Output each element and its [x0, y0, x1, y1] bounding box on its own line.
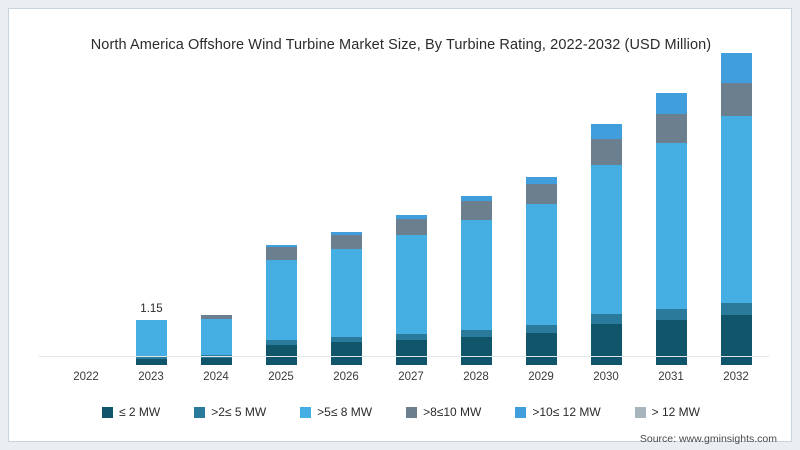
bar-segment[interactable]: [461, 330, 492, 337]
legend-label: >8≤10 MW: [423, 405, 482, 419]
bar-segment[interactable]: [331, 342, 362, 365]
legend-item[interactable]: >5≤ 8 MW: [300, 405, 372, 419]
bar-segment[interactable]: [721, 116, 752, 303]
bar-segment[interactable]: [396, 219, 427, 235]
bar-segment[interactable]: [461, 220, 492, 330]
bar-segment[interactable]: [526, 325, 557, 333]
legend-label: ≤ 2 MW: [118, 405, 161, 419]
legend-label: > 12 MW: [651, 405, 701, 419]
bar-segment[interactable]: [656, 93, 687, 114]
bar-segment[interactable]: [591, 124, 622, 139]
bar-segment[interactable]: [266, 340, 297, 345]
legend-item[interactable]: > 12 MW: [634, 405, 701, 419]
x-axis-tick-2024: 2024: [203, 371, 229, 383]
chart-card: North America Offshore Wind Turbine Mark…: [8, 8, 793, 445]
bar-segment[interactable]: [721, 83, 752, 116]
bar-segment[interactable]: [591, 314, 622, 324]
bar-segment[interactable]: [526, 177, 557, 184]
bar-segment[interactable]: [331, 337, 362, 342]
bar-segment[interactable]: [331, 232, 362, 235]
legend-swatch-icon: [101, 406, 113, 418]
bar-segment[interactable]: [396, 215, 427, 219]
bar-segment[interactable]: [266, 260, 297, 340]
x-axis-tick-2030: 2030: [593, 371, 619, 383]
bar-segment[interactable]: [656, 309, 687, 320]
bar-segment[interactable]: [591, 165, 622, 314]
bar-column[interactable]: 1.15: [136, 303, 167, 365]
legend-label: >5≤ 8 MW: [317, 405, 373, 419]
plot-area: 1.15: [47, 53, 761, 365]
x-axis-tick-2022: 2022: [73, 371, 99, 383]
bar-segment[interactable]: [136, 356, 167, 359]
bar-column[interactable]: [201, 315, 232, 365]
legend-swatch-icon: [194, 406, 206, 418]
bar-segment[interactable]: [461, 337, 492, 365]
legend-swatch-icon: [515, 406, 527, 418]
bar-segment[interactable]: [136, 359, 167, 365]
bar-segment[interactable]: [721, 303, 752, 315]
bar-segment[interactable]: [526, 184, 557, 204]
bar-segment[interactable]: [266, 247, 297, 260]
bar-segment[interactable]: [331, 235, 362, 249]
bar-segment[interactable]: [461, 201, 492, 220]
bar-segment[interactable]: [721, 53, 752, 83]
x-axis-tick-2029: 2029: [528, 371, 554, 383]
bar-segment[interactable]: [656, 320, 687, 365]
bar-segment[interactable]: [656, 114, 687, 143]
source-attribution: Source: www.gminsights.com: [639, 433, 777, 445]
x-axis-tick-2025: 2025: [268, 371, 294, 383]
bar-column[interactable]: [331, 232, 362, 365]
bar-segment[interactable]: [396, 334, 427, 340]
chart-title: North America Offshore Wind Turbine Mark…: [90, 37, 712, 53]
x-axis-tick-2032: 2032: [723, 371, 749, 383]
bar-segment[interactable]: [461, 196, 492, 201]
bar-column[interactable]: [721, 53, 752, 365]
legend-item[interactable]: >10≤ 12 MW: [515, 405, 601, 419]
bar-column[interactable]: [526, 177, 557, 365]
x-axis-tick-2027: 2027: [398, 371, 424, 383]
bar-column[interactable]: [396, 215, 427, 365]
bar-segment[interactable]: [396, 235, 427, 334]
bar-segment[interactable]: [591, 324, 622, 365]
bar-segment[interactable]: [331, 249, 362, 337]
x-axis-tick-2031: 2031: [658, 371, 684, 383]
legend-item[interactable]: >2≤ 5 MW: [194, 405, 266, 419]
bar-value-label: 1.15: [140, 303, 163, 315]
bar-segment[interactable]: [136, 320, 167, 356]
x-axis-tick-labels: 2022 2023 2024 2025 2026 2027 2028 2029 2030 2031…: [47, 371, 761, 389]
legend-item[interactable]: >8≤10 MW: [406, 405, 481, 419]
bar-segment[interactable]: [526, 333, 557, 365]
legend-swatch-icon: [406, 406, 418, 418]
x-axis-tick-2028: 2028: [463, 371, 489, 383]
legend-label: >2≤ 5 MW: [211, 405, 267, 419]
bar-segment[interactable]: [526, 204, 557, 325]
legend-label: >10≤ 12 MW: [532, 405, 601, 419]
bar-segment[interactable]: [721, 315, 752, 365]
legend-item[interactable]: ≤ 2 MW: [101, 405, 161, 419]
bar-segment[interactable]: [396, 340, 427, 365]
legend-swatch-icon: [634, 406, 646, 418]
bar-segment[interactable]: [266, 345, 297, 365]
bar-segment[interactable]: [201, 358, 232, 365]
legend-swatch-icon: [300, 406, 312, 418]
chart-legend: ≤ 2 MW >2≤ 5 MW >5≤ 8 MW >8≤10 MW >10≤ 12 MW…: [9, 405, 793, 419]
bar-segment[interactable]: [266, 245, 297, 247]
bar-segment[interactable]: [201, 315, 232, 319]
bar-segment[interactable]: [201, 319, 232, 355]
bar-segment[interactable]: [591, 139, 622, 165]
bar-column[interactable]: [266, 245, 297, 365]
x-axis-baseline: [39, 356, 769, 357]
x-axis-tick-2023: 2023: [138, 371, 164, 383]
x-axis-tick-2026: 2026: [333, 371, 359, 383]
bar-column[interactable]: [461, 196, 492, 365]
bar-column[interactable]: [656, 93, 687, 365]
bar-segment[interactable]: [656, 143, 687, 309]
bar-column[interactable]: [591, 124, 622, 365]
